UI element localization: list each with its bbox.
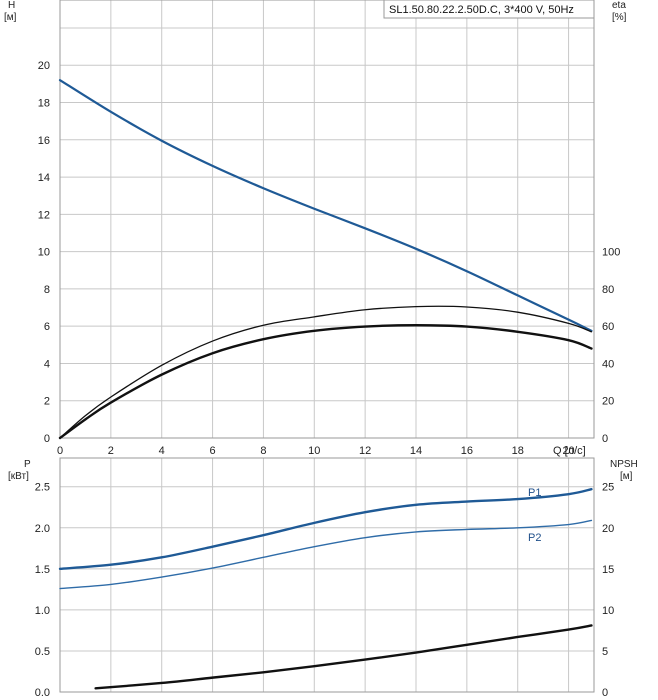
y-right-tick-label: 20 bbox=[602, 396, 614, 408]
y-right-tick-label: 20 bbox=[602, 523, 614, 535]
lower-plot-grid bbox=[60, 458, 594, 692]
p1-series-label: P1 bbox=[528, 487, 541, 499]
y-left-tick-label: 2.5 bbox=[35, 482, 50, 494]
y-right-tick-label: 25 bbox=[602, 482, 614, 494]
series-line-h bbox=[58, 79, 593, 332]
x-tick-label: 6 bbox=[210, 445, 216, 457]
y-left-tick-label: 1.5 bbox=[35, 564, 50, 576]
npsh-axis-unit: [м] bbox=[620, 471, 633, 482]
y-right-tick-label: 0 bbox=[602, 433, 608, 445]
x-tick-label: 2 bbox=[108, 445, 114, 457]
y-left-tick-label: 12 bbox=[38, 209, 50, 221]
y-left-tick-label: 2.0 bbox=[35, 523, 50, 535]
y-right-tick-label: 15 bbox=[602, 564, 614, 576]
y-left-tick-label: 0 bbox=[44, 433, 50, 445]
p-axis-unit: [кВт] bbox=[8, 471, 29, 482]
y-left-tick-label: 0.5 bbox=[35, 646, 50, 658]
x-tick-label: 10 bbox=[308, 445, 320, 457]
y-right-tick-label: 10 bbox=[602, 605, 614, 617]
h-axis-title: H bbox=[8, 0, 15, 11]
h-axis-unit: [м] bbox=[4, 12, 17, 23]
y-left-tick-label: 8 bbox=[44, 284, 50, 296]
y-left-tick-label: 4 bbox=[44, 358, 50, 370]
x-tick-label: 18 bbox=[512, 445, 524, 457]
x-tick-label: 12 bbox=[359, 445, 371, 457]
series-line-eta2 bbox=[58, 324, 593, 440]
y-left-tick-label: 14 bbox=[38, 172, 50, 184]
series-line-p2 bbox=[59, 519, 593, 590]
x-tick-label: 14 bbox=[410, 445, 422, 457]
series-line-npsh bbox=[94, 624, 593, 690]
y-right-tick-label: 40 bbox=[602, 358, 614, 370]
y-left-tick-label: 1.0 bbox=[35, 605, 50, 617]
lower-plot-frame bbox=[59, 457, 595, 693]
y-left-tick-label: 20 bbox=[38, 60, 50, 72]
p2-series-label: P2 bbox=[528, 532, 541, 544]
series-lines bbox=[58, 79, 593, 690]
y-right-tick-label: 0 bbox=[602, 687, 608, 699]
q-axis-label: Q [л/с] bbox=[553, 445, 586, 457]
y-right-tick-label: 5 bbox=[602, 646, 608, 658]
y-right-tick-label: 100 bbox=[602, 247, 620, 259]
npsh-axis-title: NPSH bbox=[610, 459, 638, 470]
x-tick-label: 0 bbox=[57, 445, 63, 457]
chart-title-box: SL1.50.80.22.2.50D.C, 3*400 V, 50Hz bbox=[383, 0, 595, 19]
y-left-tick-label: 10 bbox=[38, 247, 50, 259]
series-line-p1 bbox=[58, 488, 593, 571]
x-tick-label: 4 bbox=[159, 445, 165, 457]
series-line-eta bbox=[59, 305, 593, 439]
y-left-tick-label: 2 bbox=[44, 396, 50, 408]
eta-axis-unit: [%] bbox=[612, 12, 627, 23]
y-left-tick-label: 0.0 bbox=[35, 687, 50, 699]
eta-axis-title: eta bbox=[612, 0, 626, 11]
y-left-tick-label: 18 bbox=[38, 98, 50, 110]
y-right-tick-label: 60 bbox=[602, 321, 614, 333]
y-left-tick-label: 16 bbox=[38, 135, 50, 147]
x-tick-label: 16 bbox=[461, 445, 473, 457]
upper-plot-frame bbox=[59, 0, 595, 439]
chart-title: SL1.50.80.22.2.50D.C, 3*400 V, 50Hz bbox=[389, 4, 574, 16]
p-axis-title: P bbox=[24, 459, 31, 470]
upper-plot-grid bbox=[60, 0, 594, 438]
x-tick-label: 20 bbox=[562, 445, 574, 457]
x-tick-label: 8 bbox=[260, 445, 266, 457]
y-left-tick-label: 6 bbox=[44, 321, 50, 333]
y-right-tick-label: 80 bbox=[602, 284, 614, 296]
